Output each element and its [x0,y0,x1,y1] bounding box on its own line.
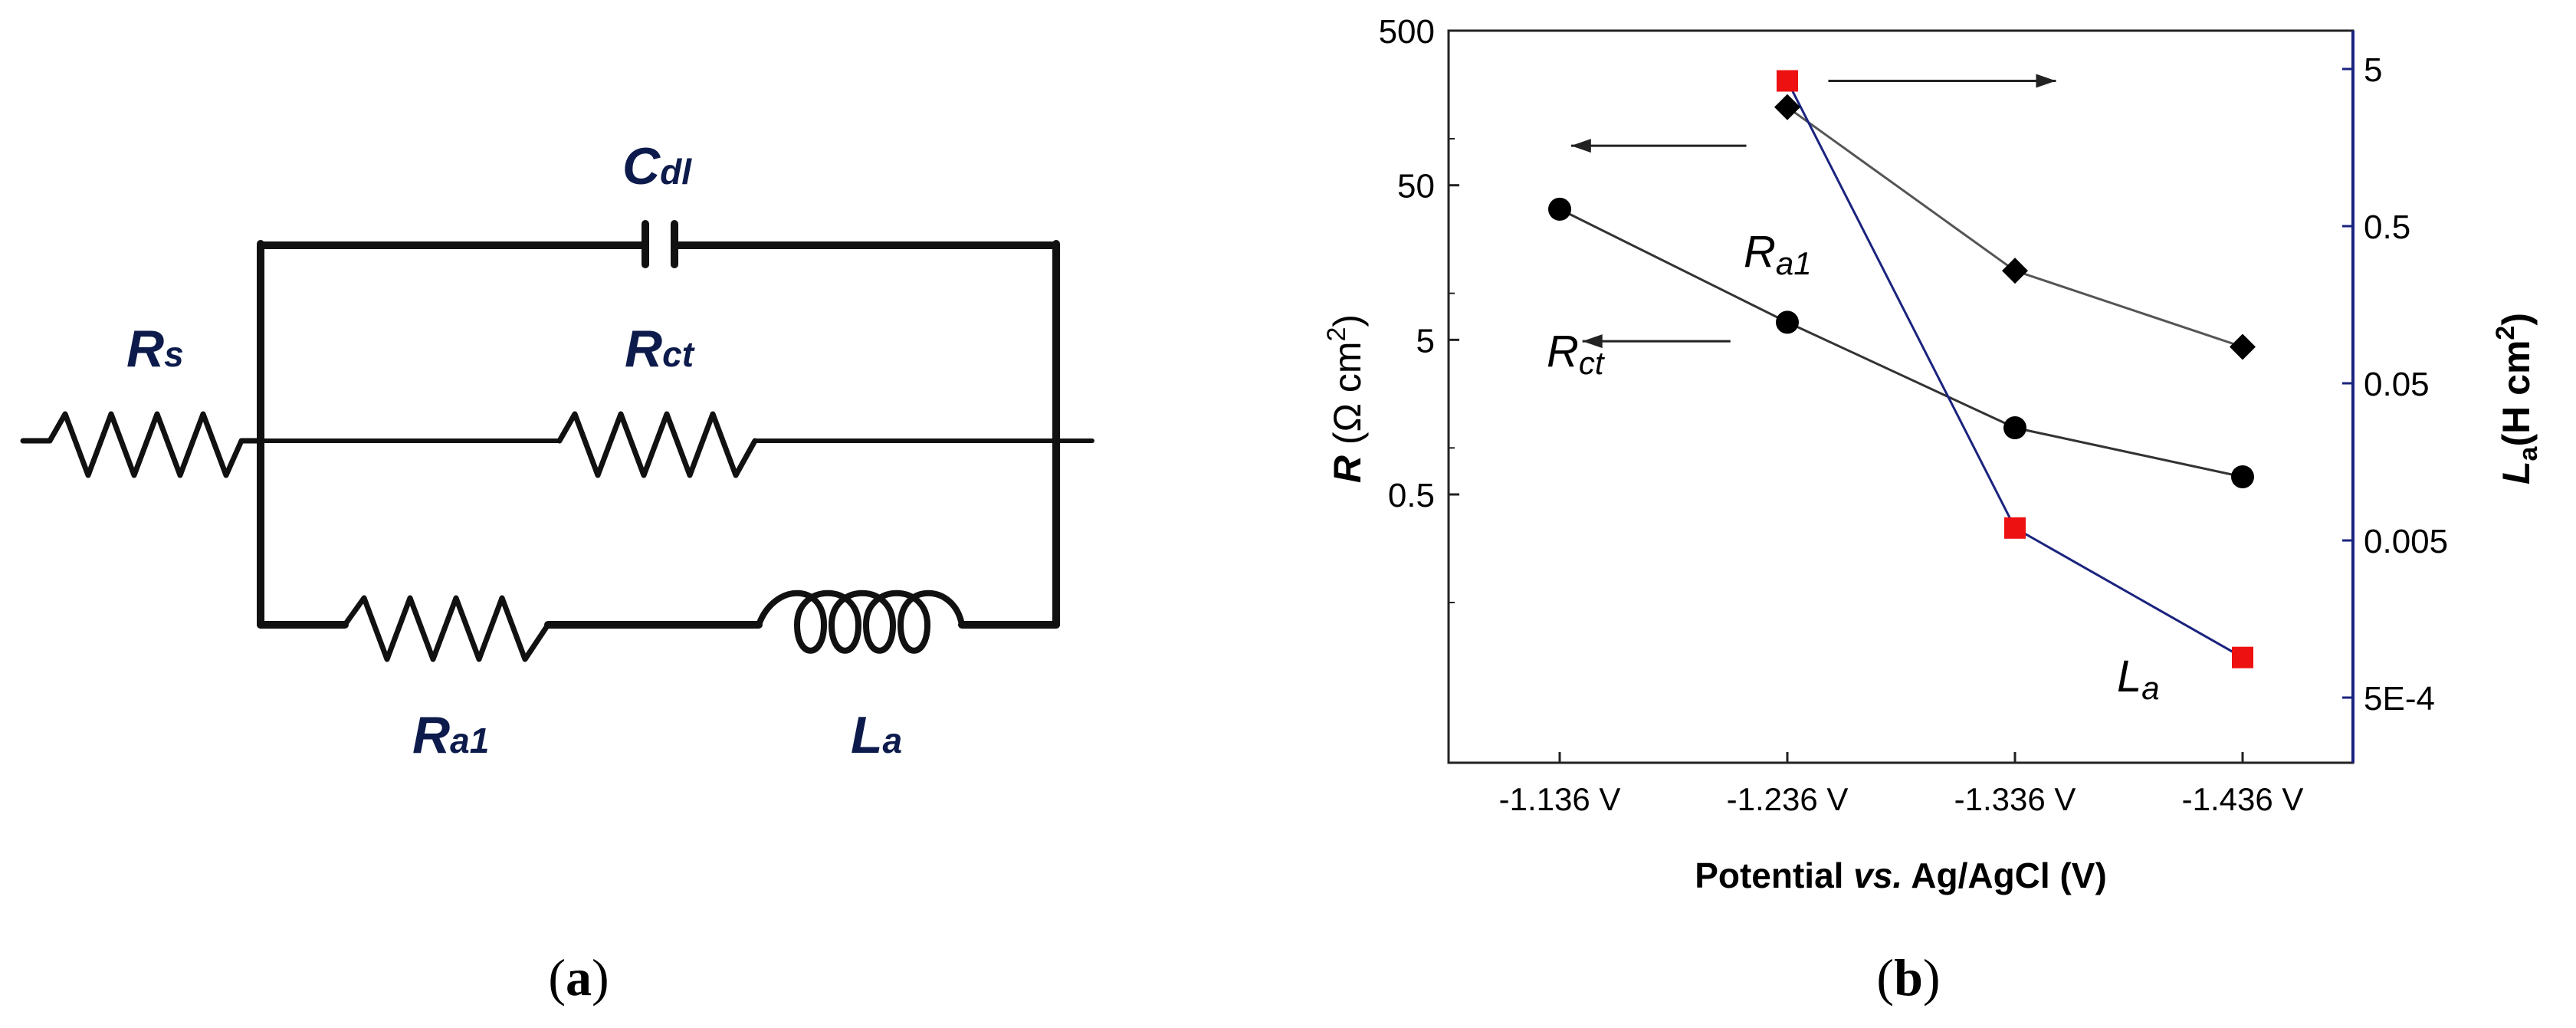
right-tick-label: 0.005 [2364,523,2448,560]
la-inductor [756,590,965,654]
data-point-rct [1548,197,1571,221]
arrow-head [1570,139,1591,153]
x-tick-label: -1.236 V [1727,781,1849,817]
arrow-head [2036,74,2056,88]
data-point-la [1777,70,1798,92]
data-point-ra1 [2230,333,2256,360]
data-point-la [2004,517,2026,539]
right-axis-ticks: 5 0.5 0.05 0.005 5E-4 [2342,51,2448,718]
rct-label: Rct [625,320,695,378]
rs-resistor [20,411,260,478]
arrow-head [1582,334,1603,349]
y-left-label: R (Ω cm2) [1322,314,1369,483]
x-tick-label: -1.336 V [1954,781,2076,817]
ra1-resistor [342,595,551,662]
rs-label: Rs [126,320,184,378]
x-tick-label: -1.436 V [2182,781,2304,817]
series-markers [1548,70,2256,668]
left-tick-label: 5 [1416,322,1435,360]
x-axis-ticks: -1.136 V -1.236 V -1.336 V -1.436 V [1499,752,2304,817]
panel-b-label: (b) [1876,948,1940,1007]
series-line-rct [1559,208,2243,478]
x-axis-label: Potential vs. Ag/AgCl (V) [1695,856,2107,895]
right-tick-label: 0.5 [2364,209,2410,246]
data-point-rct [2231,465,2254,489]
cdl-label: Cdl [622,137,692,195]
x-tick-label: -1.136 V [1499,781,1621,817]
series-line-ra1 [1787,106,2243,348]
panel-a-label: (a) [548,948,609,1007]
ra1-label: Ra1 [412,706,489,764]
left-tick-label: 500 [1379,13,1435,51]
plot-frame [1447,29,2354,764]
series-line-la [1786,80,2243,659]
right-tick-label: 5E-4 [2364,680,2435,718]
left-axis-ticks: 500 50 5 0.5 [1379,13,1459,603]
series-label-la: La [2117,652,2160,706]
left-tick-label: 50 [1397,168,1435,205]
rct-resistor [556,411,758,478]
equivalent-circuit [20,220,1094,662]
data-point-la [2232,646,2253,668]
la-label: La [851,706,902,764]
left-tick-label: 0.5 [1388,477,1435,514]
resistance-inductance-chart: 500 50 5 0.5 5 0.5 0.05 0.005 5E-4 -1.136 V -1.2… [1322,13,2543,895]
series-label-rct: Rct [1547,327,1606,381]
series-label-ra1: Ra1 [1744,227,1812,281]
data-point-rct [1776,310,1799,334]
data-point-rct [2003,416,2026,440]
cdl-capacitor [642,220,678,268]
data-point-ra1 [2002,258,2028,284]
right-tick-label: 5 [2364,51,2382,89]
data-point-ra1 [1774,94,1800,120]
y-right-label: La(H cm2) [2491,313,2543,484]
right-tick-label: 0.05 [2364,366,2430,403]
direction-arrows [1570,74,2056,349]
series-lines [1559,80,2243,659]
